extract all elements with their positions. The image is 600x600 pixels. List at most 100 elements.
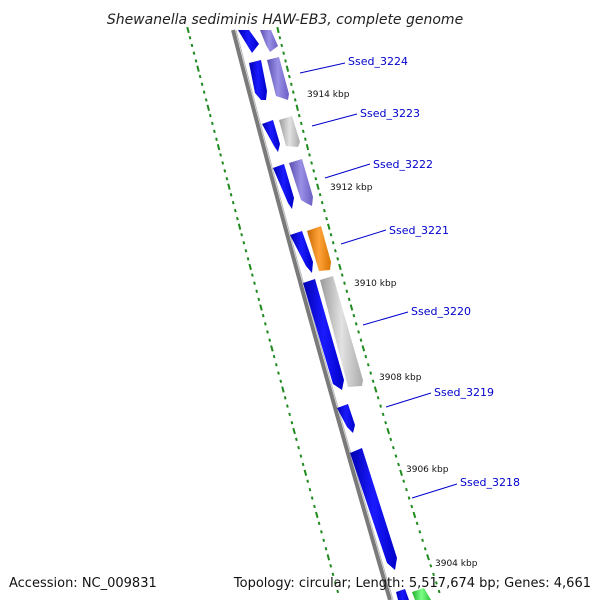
gene-labels: Ssed_3224 Ssed_3223 Ssed_3222 Ssed_3221 Ssed…: [299, 55, 520, 499]
feature-lavender[interactable]: [289, 159, 313, 206]
gene-label[interactable]: Ssed_3218: [460, 476, 520, 489]
ruler-minor-tick: [242, 241, 246, 245]
ruler-minor-tick: [334, 249, 337, 253]
feature-lavender[interactable]: [260, 30, 278, 52]
ruler-minor-tick: [434, 581, 438, 585]
ruler-major-tick: [285, 65, 290, 72]
feature-gray[interactable]: [320, 276, 363, 387]
ruler-minor-tick: [405, 487, 408, 492]
ruler-minor-tick: [286, 404, 289, 408]
ruler-major-tick: [292, 427, 296, 435]
ruler-minor-tick: [301, 462, 305, 467]
ruler-minor-tick: [423, 547, 427, 551]
ruler-minor-tick: [213, 129, 216, 134]
ruler-minor-tick: [282, 51, 285, 55]
ruler-minor-tick: [304, 137, 307, 141]
ruler-minor-tick: [402, 479, 406, 483]
ruler-major-tick: [248, 263, 252, 271]
gene-feature[interactable]: [238, 30, 259, 53]
ruler-minor-tick: [200, 82, 204, 87]
gene-label-connector: [411, 483, 458, 499]
ruler-minor-tick: [297, 113, 301, 118]
ruler-minor-tick: [336, 257, 340, 261]
ruler-minor-tick: [274, 363, 278, 367]
ruler-minor-tick: [376, 396, 380, 400]
gene-feature[interactable]: [262, 120, 280, 152]
ruler-major-tick: [386, 427, 391, 435]
ruler-minor-tick: [272, 354, 276, 359]
ruler-minor-tick: [290, 82, 293, 87]
map-title: Shewanella sediminis HAW-EB3, complete g…: [107, 12, 463, 28]
feature-orange[interactable]: [307, 226, 331, 271]
ruler-minor-tick: [229, 192, 233, 197]
ruler-minor-tick: [198, 74, 202, 79]
gene-feature[interactable]: [290, 231, 313, 273]
ruler-minor-tick: [301, 129, 305, 134]
feature-lavender[interactable]: [267, 57, 289, 100]
ruler-minor-tick: [394, 454, 398, 458]
genome-backbone: [231, 29, 394, 600]
ruler-major-tick: [237, 223, 242, 230]
ruler-minor-tick: [418, 530, 422, 534]
ruler-minor-tick: [299, 121, 303, 126]
ruler-minor-tick: [221, 161, 225, 165]
ruler-minor-tick: [310, 496, 314, 500]
kbp-position-label: 3906 kbp: [406, 465, 449, 475]
ruler-minor-tick: [211, 121, 214, 126]
gene-label[interactable]: Ssed_3224: [348, 55, 408, 68]
gene-feature[interactable]: [337, 404, 355, 433]
ruler-minor-tick: [384, 420, 388, 425]
ruler-major-tick: [196, 65, 200, 72]
ruler-minor-tick: [295, 437, 298, 442]
gene-label[interactable]: Ssed_3220: [411, 305, 471, 318]
gene-label[interactable]: Ssed_3221: [389, 224, 449, 237]
ruler-minor-tick: [257, 297, 261, 302]
inner-ruler: [186, 26, 340, 594]
ruler-minor-tick: [219, 153, 222, 157]
ruler-major-tick: [227, 183, 231, 190]
ruler-minor-tick: [277, 371, 280, 375]
ruler-minor-tick: [379, 404, 382, 408]
ruler-major-tick: [327, 223, 331, 230]
ruler-minor-tick: [253, 281, 256, 285]
kbp-position-label: 3912 kbp: [330, 183, 373, 193]
ruler-minor-tick: [391, 445, 395, 450]
ruler-minor-tick: [333, 581, 337, 585]
ruler-minor-tick: [407, 496, 411, 500]
ruler-major-tick: [303, 469, 308, 476]
ruler-major-tick: [326, 554, 331, 561]
ruler-minor-tick: [188, 36, 192, 40]
ruler-minor-tick: [313, 504, 316, 509]
ruler-minor-tick: [231, 200, 235, 205]
ruler-minor-tick: [325, 216, 328, 221]
ruler-minor-tick: [359, 338, 363, 342]
gene-label[interactable]: Ssed_3222: [373, 158, 433, 171]
ruler-major-tick: [373, 386, 378, 393]
gene-label[interactable]: Ssed_3219: [434, 386, 494, 399]
ruler-minor-tick: [317, 521, 321, 526]
gene-feature[interactable]: [303, 279, 344, 390]
forward-genes: [238, 30, 409, 600]
feature-green[interactable]: [412, 588, 431, 600]
gene-feature[interactable]: [273, 164, 294, 209]
feature-gray[interactable]: [279, 116, 300, 147]
gene-feature[interactable]: [350, 448, 397, 570]
ruler-minor-tick: [310, 161, 313, 165]
ruler-major-tick: [361, 345, 366, 352]
ruler-minor-tick: [208, 113, 212, 118]
gene-feature[interactable]: [249, 60, 267, 100]
gene-feature[interactable]: [396, 589, 409, 600]
gene-label[interactable]: Ssed_3223: [360, 107, 420, 120]
ruler-minor-tick: [340, 273, 344, 277]
ruler-minor-tick: [202, 90, 206, 94]
ruler-minor-tick: [223, 169, 227, 173]
ruler-minor-tick: [190, 43, 194, 48]
ruler-minor-tick: [410, 504, 414, 509]
ruler-minor-tick: [364, 354, 368, 359]
ruler-major-tick: [259, 304, 263, 311]
ruler-minor-tick: [354, 322, 358, 326]
ruler-minor-tick: [347, 297, 351, 302]
ruler-major-tick: [316, 183, 320, 190]
ruler-minor-tick: [324, 547, 328, 551]
